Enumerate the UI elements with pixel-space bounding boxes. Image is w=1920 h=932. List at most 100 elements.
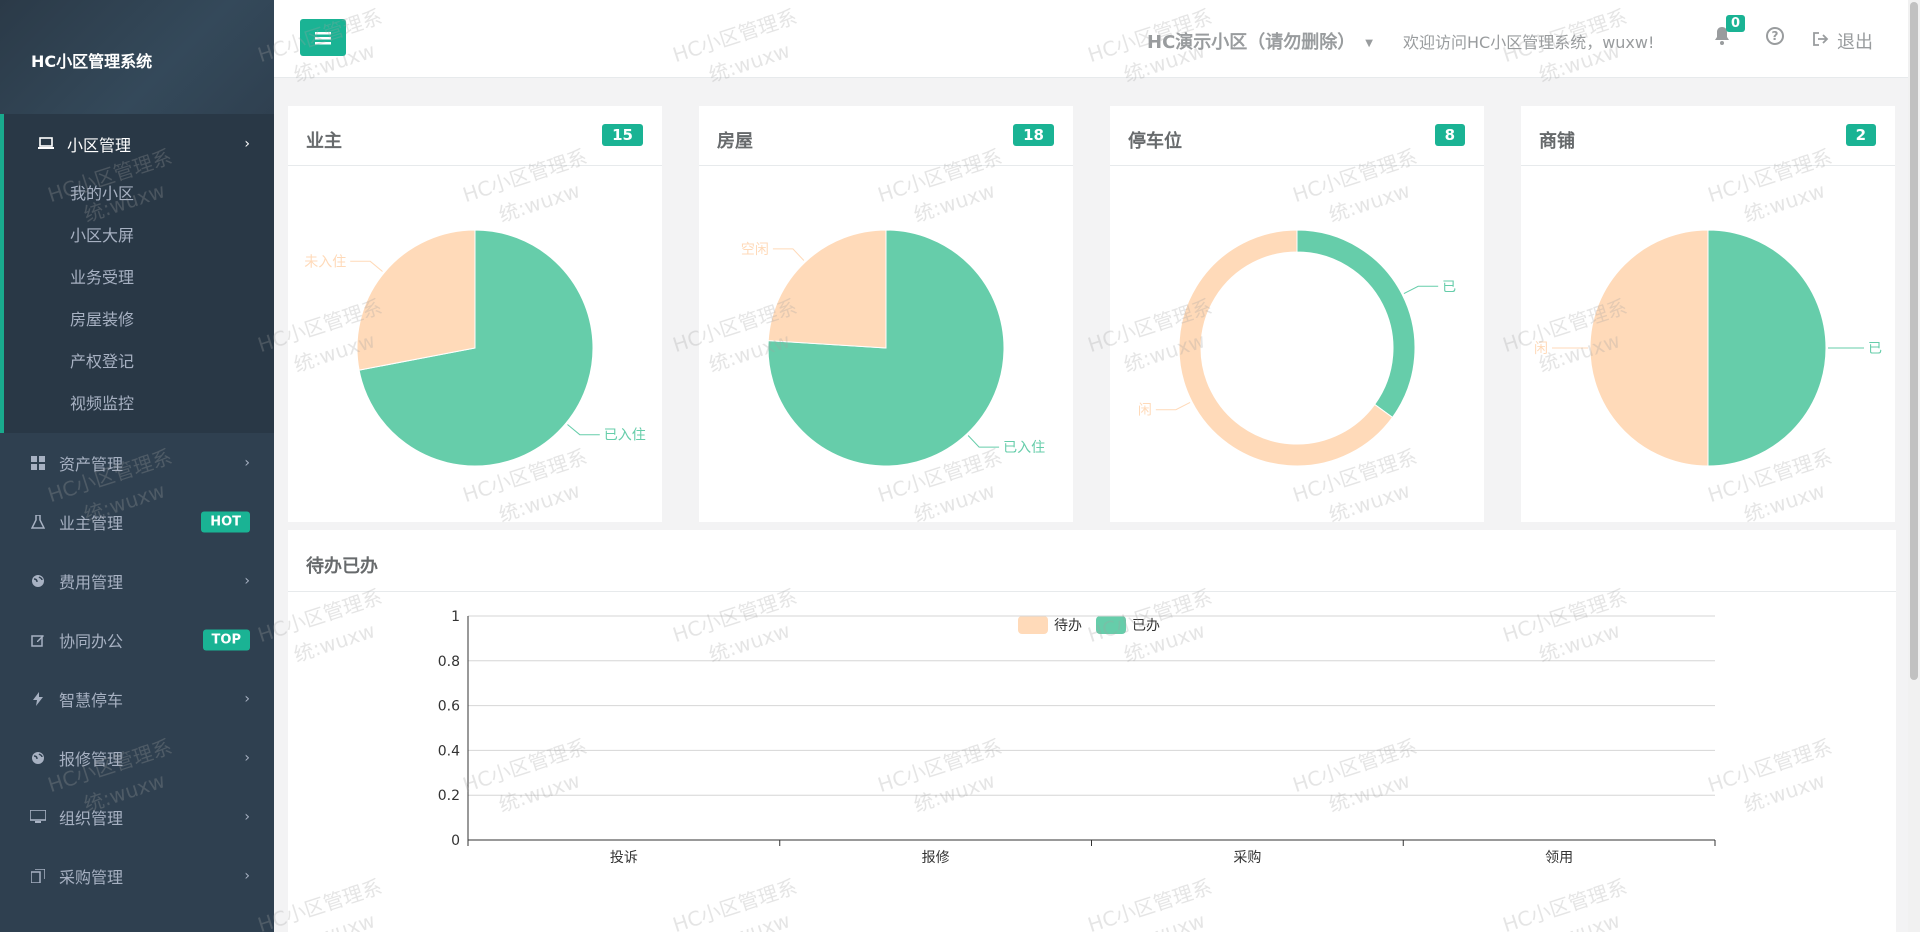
y-tick-label: 0 (451, 833, 460, 849)
logout-button[interactable]: 退出 (1813, 28, 1873, 54)
label-leader-line (1403, 285, 1439, 294)
sidebar-header: HC小区管理系统 (0, 0, 274, 114)
bolt-icon (30, 691, 46, 707)
pie-slice[interactable] (767, 229, 1005, 467)
pie-slice[interactable] (1178, 229, 1394, 467)
card-shops: 商铺 2 已闲 (1521, 106, 1895, 522)
x-tick-label: 投诉 (610, 850, 638, 866)
pie-label: 已 (1868, 341, 1882, 357)
card-header: 房屋 18 (699, 106, 1073, 166)
help-icon[interactable]: ? (1766, 27, 1784, 45)
menu-toggle-button[interactable] (300, 19, 346, 56)
sidebar-item-purchasing[interactable]: 采购管理 › (0, 846, 274, 905)
sidebar-group-community: 小区管理 › 我的小区 小区大屏 业务受理 房屋装修 产权登记 视频监控 (0, 114, 274, 433)
card-houses: 房屋 18 已入住 空闲 (699, 106, 1073, 522)
sidebar-item-label: 采购管理 (59, 867, 124, 887)
submenu-decoration[interactable]: 房屋装修 (70, 310, 135, 329)
globe-icon (30, 750, 46, 766)
legend-label: 待办 (1054, 618, 1082, 634)
caret-down-icon: ▼ (1365, 37, 1373, 49)
grid-icon (30, 455, 46, 471)
sidebar-item-label: 费用管理 (59, 572, 124, 592)
sidebar-item-label: 智慧停车 (59, 690, 124, 710)
legend-item-pending[interactable]: 待办 (1018, 615, 1082, 635)
card-count-badge: 2 (1845, 124, 1876, 146)
todo-header: 待办已办 (288, 530, 1896, 592)
y-tick-label: 0.4 (438, 743, 460, 759)
card-header: 商铺 2 (1521, 106, 1895, 166)
scrollbar-thumb[interactable] (1910, 2, 1918, 680)
sidebar-item-community-management[interactable]: 小区管理 › (4, 114, 274, 173)
sidebar: HC小区管理系统 小区管理 › 我的小区 小区大屏 业务受理 房屋装修 产权登记… (0, 0, 274, 932)
submenu-business-handling[interactable]: 业务受理 (70, 268, 135, 287)
sidebar-item-assets[interactable]: 资产管理 › (0, 433, 274, 492)
pie-label: 空闲 (741, 242, 769, 258)
card-count-badge: 18 (1013, 124, 1054, 146)
top-badge: TOP (202, 629, 250, 650)
chevron-right-icon: › (244, 690, 250, 707)
page-scrollbar[interactable] (1908, 0, 1920, 932)
submenu-big-screen[interactable]: 小区大屏 (70, 226, 135, 245)
legend-label: 已办 (1132, 618, 1160, 634)
pie-label: 已 (1442, 279, 1456, 295)
legend-swatch (1018, 616, 1048, 634)
submenu: 我的小区 小区大屏 业务受理 房屋装修 产权登记 视频监控 (4, 173, 274, 425)
label-leader-line (567, 424, 600, 436)
sidebar-item-fees[interactable]: 费用管理 › (0, 551, 274, 610)
card-header: 业主 15 (288, 106, 662, 166)
sidebar-item-label: 报修管理 (59, 749, 124, 769)
pie-slice[interactable] (1296, 229, 1416, 419)
community-selector[interactable]: HC演示小区（请勿删除） ▼ (1147, 28, 1373, 54)
chevron-right-icon: › (244, 135, 250, 152)
legend-swatch (1096, 616, 1126, 634)
submenu-video-monitoring[interactable]: 视频监控 (70, 394, 135, 413)
sidebar-item-label: 协同办公 (59, 631, 124, 651)
pie-label: 未入住 (304, 254, 346, 270)
pie-slice[interactable] (358, 229, 594, 467)
shops-pie-chart: 已闲 (1534, 229, 1882, 467)
pie-label: 已入住 (1003, 440, 1045, 456)
houses-pie-chart: 已入住 空闲 (741, 229, 1045, 467)
label-leader-line (350, 260, 383, 272)
submenu-property-registration[interactable]: 产权登记 (70, 352, 135, 371)
y-tick-label: 1 (451, 609, 460, 625)
parking-donut-chart: 已闲 (1138, 229, 1456, 467)
pie-label: 闲 (1138, 403, 1152, 419)
card-count-badge: 15 (602, 124, 643, 146)
sign-out-icon (1813, 32, 1829, 50)
chevron-right-icon: › (244, 808, 250, 825)
chevron-right-icon: › (244, 572, 250, 589)
sidebar-item-repairs[interactable]: 报修管理 › (0, 728, 274, 787)
top-navbar: HC演示小区（请勿删除） ▼ 欢迎访问HC小区管理系统，wuxw! 0 ? 退出 (274, 0, 1908, 78)
sidebar-item-label: 组织管理 (59, 808, 124, 828)
x-tick-label: 领用 (1545, 850, 1573, 866)
pie-slice[interactable] (1707, 229, 1827, 467)
pie-label: 闲 (1534, 341, 1548, 357)
sidebar-item-label: 小区管理 (67, 135, 132, 155)
hamburger-icon (315, 31, 331, 44)
pie-slice[interactable] (767, 229, 887, 349)
submenu-my-community[interactable]: 我的小区 (70, 184, 135, 203)
sidebar-item-collaboration[interactable]: 协同办公 TOP (0, 610, 274, 669)
sidebar-item-owners[interactable]: 业主管理 HOT (0, 492, 274, 551)
label-leader-line (967, 435, 1000, 448)
todo-panel: 待办已办 待办 已办 0 0.2 0.4 0.6 0.8 1 投诉 报修 采购 领用 (288, 530, 1896, 932)
card-title: 房屋 (717, 131, 753, 152)
card-title: 业主 (306, 131, 342, 152)
x-tick-label: 报修 (922, 850, 950, 866)
label-leader-line (1155, 402, 1191, 411)
welcome-message: 欢迎访问HC小区管理系统，wuxw! (1403, 33, 1655, 52)
pie-slice[interactable] (1589, 229, 1709, 467)
flask-icon (30, 514, 46, 530)
owners-pie-chart: 已入住 未入住 (304, 229, 646, 467)
legend-item-done[interactable]: 已办 (1096, 615, 1160, 635)
card-header: 停车位 8 (1110, 106, 1484, 166)
pie-slice[interactable] (356, 229, 476, 371)
bell-icon (1715, 27, 1729, 45)
card-parking: 停车位 8 已闲 (1110, 106, 1484, 522)
chevron-right-icon: › (244, 454, 250, 471)
card-title: 商铺 (1539, 131, 1575, 152)
notifications-button[interactable] (1713, 26, 1731, 50)
sidebar-item-organization[interactable]: 组织管理 › (0, 787, 274, 846)
sidebar-item-parking[interactable]: 智慧停车 › (0, 669, 274, 728)
